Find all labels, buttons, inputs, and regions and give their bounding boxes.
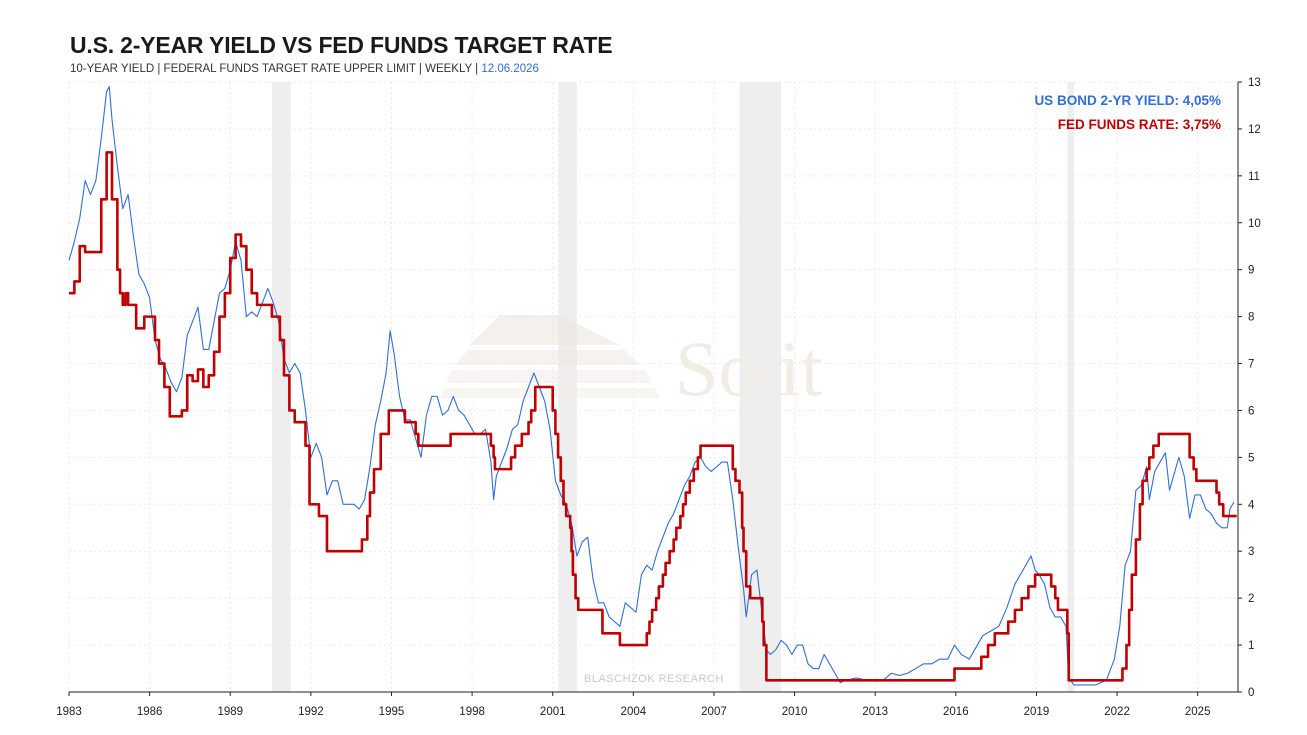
x-tick-label: 2022 [1104, 706, 1130, 718]
y-tick-label: 5 [1248, 452, 1254, 464]
x-tick-label: 2013 [862, 706, 888, 718]
watermark-credit: BLASCHZOK RESEARCH [584, 673, 724, 685]
subtitle-text: 10-YEAR YIELD | FEDERAL FUNDS TARGET RAT… [70, 63, 479, 75]
watermark-logo-mark [440, 315, 660, 398]
recession-bands [271, 82, 1075, 692]
y-tick-label: 8 [1248, 312, 1254, 324]
x-tick-label: 1986 [137, 706, 163, 718]
y-tick-label: 6 [1248, 405, 1254, 417]
y-tick-label: 10 [1248, 218, 1261, 230]
watermark: Solit BLASCHZOK RESEARCH [440, 315, 823, 685]
recession-band-2 [739, 82, 782, 692]
legend: US BOND 2-YR YIELD: 4,05% FED FUNDS RATE:… [1034, 93, 1221, 132]
y-tick-label: 13 [1248, 77, 1261, 89]
recession-band-1 [558, 82, 577, 692]
chart-title: U.S. 2-YEAR YIELD VS FED FUNDS TARGET RA… [70, 32, 613, 58]
x-tick-label: 1998 [459, 706, 485, 718]
subtitle-date: 12.06.2026 [481, 63, 539, 75]
axes [69, 82, 1239, 693]
x-tick-label: 1995 [379, 706, 405, 718]
x-tick-label: 2019 [1024, 706, 1050, 718]
x-tick-label: 2001 [540, 706, 566, 718]
series [68, 86, 1237, 686]
legend-entry-1: FED FUNDS RATE: 3,75% [1058, 117, 1221, 132]
recession-band-0 [271, 82, 291, 692]
watermark-brand: Solit [675, 325, 823, 412]
y-tick-label: 3 [1248, 546, 1254, 558]
x-tick-label: 1992 [298, 706, 324, 718]
x-tick-label: 2007 [701, 706, 727, 718]
legend-entry-0: US BOND 2-YR YIELD: 4,05% [1034, 93, 1221, 108]
two-year-yield-line [68, 86, 1235, 686]
recession-band-3 [1067, 82, 1075, 692]
y-tick-label: 2 [1248, 593, 1254, 605]
y-tick-label: 11 [1248, 171, 1260, 183]
y-tick-label: 9 [1248, 265, 1254, 277]
y-tick-label: 1 [1248, 640, 1254, 652]
y-tick-label: 7 [1248, 359, 1254, 371]
y-tick-label: 4 [1248, 499, 1255, 511]
x-tick-label: 2004 [621, 706, 647, 718]
x-tick-label: 2025 [1185, 706, 1211, 718]
gridlines [68, 81, 1238, 693]
fed-funds-line [69, 151, 1237, 682]
x-tick-label: 1989 [217, 706, 243, 718]
chart-subtitle: 10-YEAR YIELD | FEDERAL FUNDS TARGET RAT… [70, 63, 539, 75]
y-tick-label: 0 [1248, 687, 1254, 699]
x-tick-label: 1983 [56, 706, 82, 718]
x-tick-label: 2010 [782, 706, 808, 718]
y-tick-label: 12 [1248, 124, 1261, 136]
x-tick-label: 2016 [943, 706, 969, 718]
